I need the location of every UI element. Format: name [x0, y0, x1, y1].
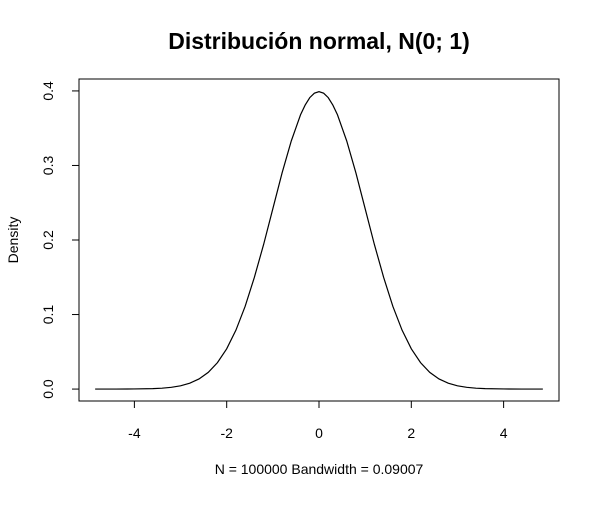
x-tick-label: -4: [128, 425, 141, 441]
x-axis-label: N = 100000 Bandwidth = 0.09007: [215, 461, 424, 477]
x-axis: -4 -2 0 2 4: [128, 400, 508, 441]
x-tick-label: -2: [220, 425, 233, 441]
plot-frame: [78, 78, 560, 402]
y-axis: 0.0 0.1 0.2 0.3 0.4: [40, 81, 80, 399]
density-curve: [95, 91, 543, 390]
x-tick-label: 0: [315, 425, 323, 441]
y-axis-label: Density: [5, 217, 21, 264]
y-tick-label: 0.3: [40, 156, 56, 176]
chart-title: Distribución normal, N(0; 1): [168, 28, 470, 54]
y-tick-label: 0.4: [40, 81, 56, 101]
y-tick-label: 0.1: [40, 305, 56, 325]
x-tick-label: 2: [407, 425, 415, 441]
y-tick-label: 0.2: [40, 230, 56, 250]
x-tick-label: 4: [500, 425, 508, 441]
y-tick-label: 0.0: [40, 379, 56, 399]
